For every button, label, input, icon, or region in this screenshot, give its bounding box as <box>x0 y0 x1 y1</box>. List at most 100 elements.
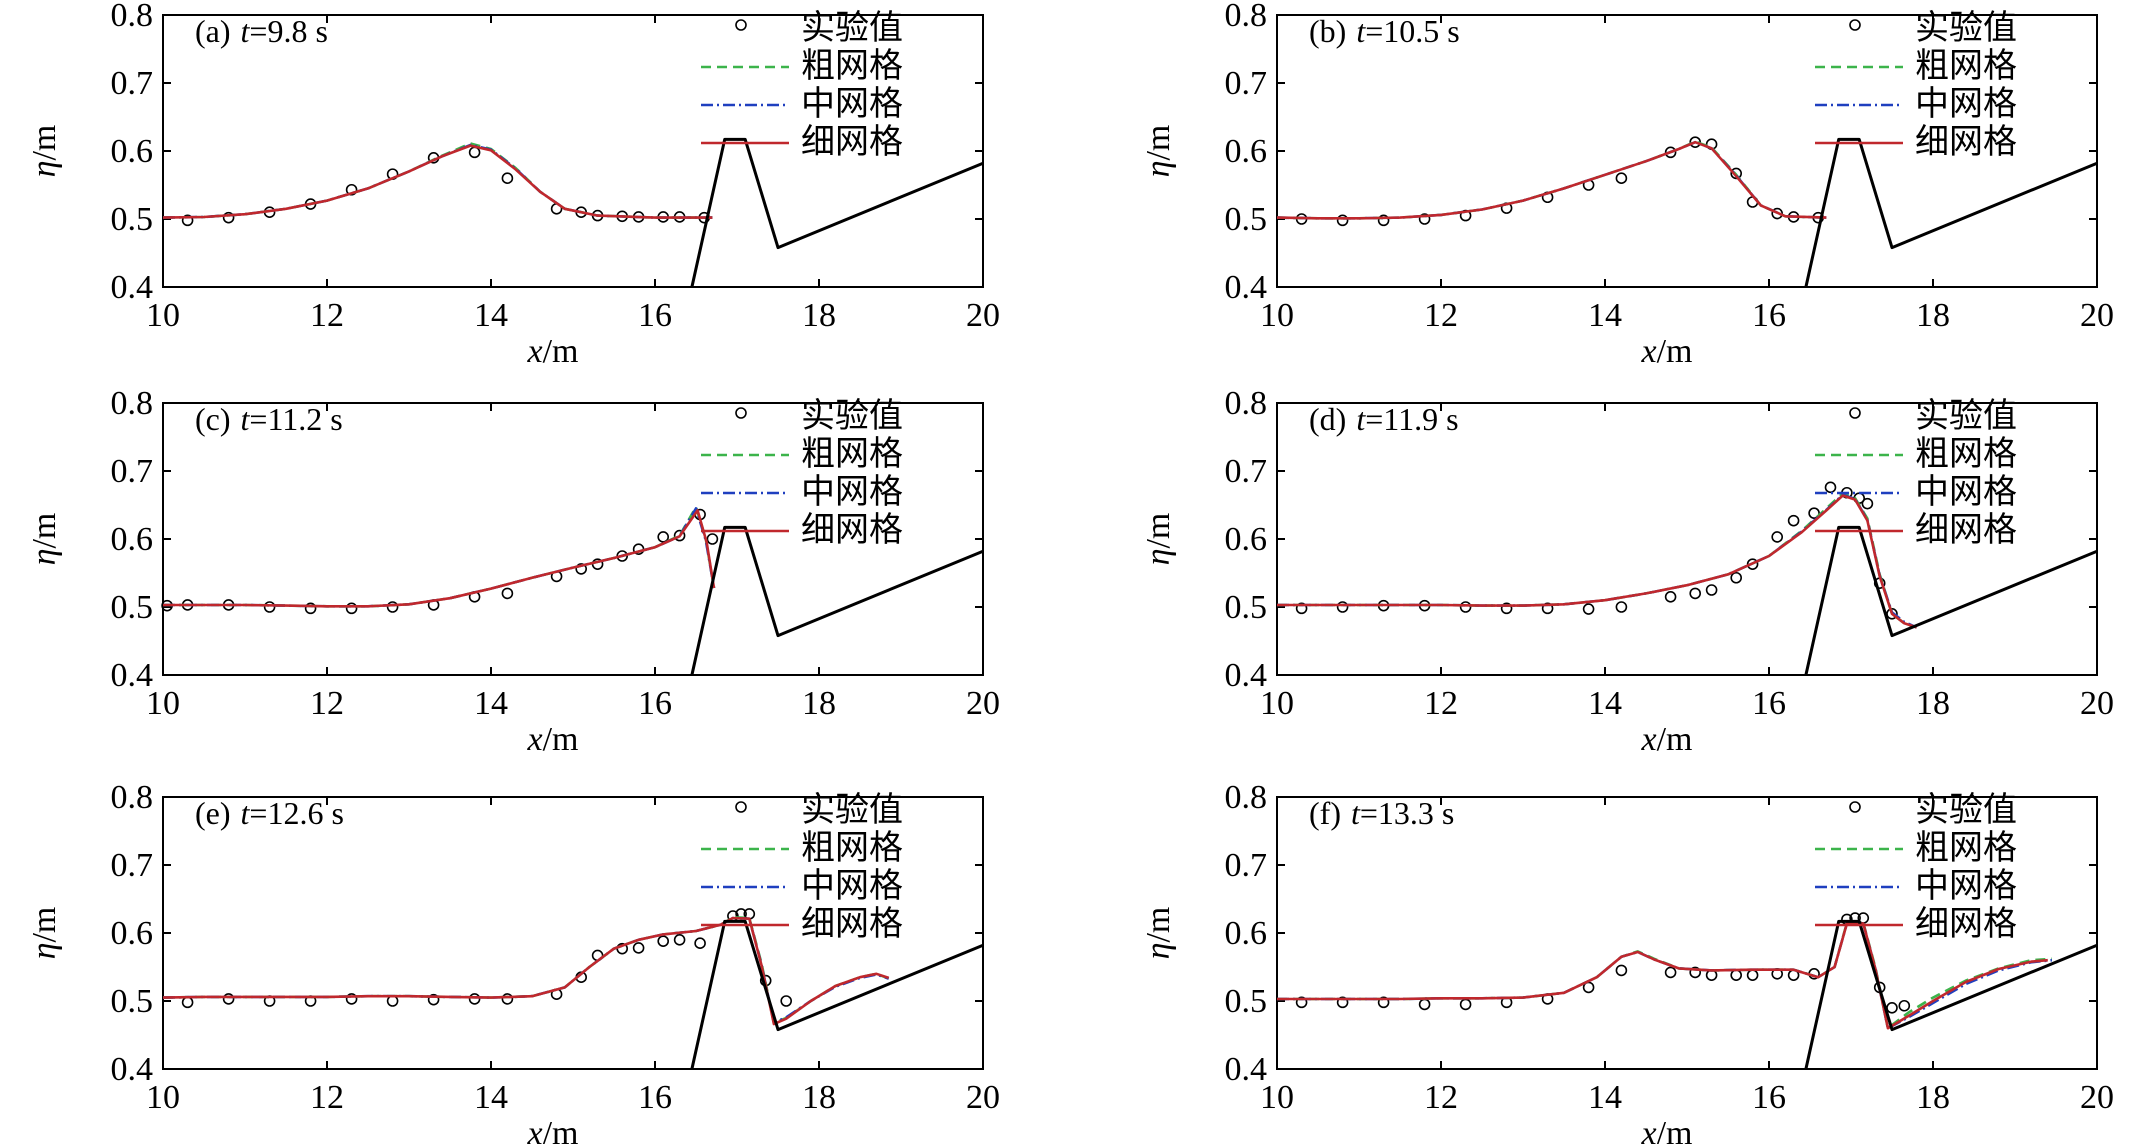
legend-label: 细网格 <box>1915 904 2017 944</box>
experiment-marker <box>1886 607 1898 620</box>
experiment-marker <box>657 935 670 947</box>
legend-label: 细网格 <box>801 122 903 162</box>
y-tick-label: 0.5 <box>1225 589 1268 626</box>
x-tick-label: 20 <box>2080 1079 2114 1116</box>
panel-title-equals: = <box>249 13 267 49</box>
panel-title-equals: = <box>1360 795 1378 831</box>
legend-label: 细网格 <box>1915 510 2017 550</box>
experiment-marker <box>1582 603 1595 615</box>
panel-title-prefix: (b) <box>1309 13 1346 49</box>
y-axis-label: η/m <box>26 125 63 178</box>
x-tick-label: 12 <box>310 1079 344 1116</box>
y-tick-label: 0.6 <box>111 915 154 952</box>
x-tick-label: 14 <box>1588 297 1622 334</box>
panel-title-time-symbol: t <box>1356 13 1366 49</box>
x-axis-label: x/m <box>1641 1115 1693 1144</box>
structure-profile-line <box>1804 525 2098 676</box>
x-tick-label: 12 <box>310 297 344 334</box>
y-axis-unit: /m <box>1140 907 1177 943</box>
coarse-grid-line <box>1276 140 1827 220</box>
y-tick-label: 0.6 <box>1225 133 1268 170</box>
y-tick-label: 0.4 <box>111 1051 154 1088</box>
y-tick-label: 0.4 <box>1225 1051 1268 1088</box>
medium-grid-line <box>163 507 716 608</box>
panel-title: (d) t=11.9 s <box>1309 401 1459 437</box>
x-tick-label: 14 <box>474 1079 508 1116</box>
legend-label: 粗网格 <box>1915 434 2017 474</box>
coarse-grid-line <box>162 916 890 1025</box>
experiment-marker <box>706 533 719 545</box>
x-tick-label: 20 <box>2080 297 2114 334</box>
y-tick-label: 0.6 <box>1225 915 1268 952</box>
panel-title: (c) t=11.2 s <box>195 401 343 437</box>
experiment-marker <box>468 993 481 1005</box>
legend-marker-experiment <box>735 407 747 419</box>
y-axis-label: η/m <box>1140 907 1177 960</box>
experiment-marker <box>345 602 358 615</box>
experiment-marker <box>1824 481 1837 494</box>
experiment-marker <box>657 531 670 543</box>
panel-title-prefix: (f) <box>1309 795 1341 831</box>
x-axis-unit: /m <box>1657 721 1693 758</box>
panel-title: (f) t=13.3 s <box>1309 795 1454 831</box>
legend-marker-experiment <box>1849 801 1861 813</box>
y-axis-unit: /m <box>1140 513 1177 549</box>
x-axis-label: x/m <box>1641 721 1693 758</box>
legend-label: 细网格 <box>801 904 903 944</box>
legend-label: 中网格 <box>801 866 903 906</box>
x-tick-label: 16 <box>638 297 672 334</box>
legend-label: 粗网格 <box>801 828 903 868</box>
experiment-marker <box>501 172 514 184</box>
panel-title-equals: = <box>249 795 267 831</box>
experiment-marker <box>501 587 514 600</box>
y-tick-label: 0.5 <box>1225 201 1268 238</box>
x-axis-unit: /m <box>543 721 579 758</box>
y-tick-label: 0.4 <box>1225 269 1268 306</box>
experiment-marker <box>1336 996 1349 1009</box>
x-tick-label: 20 <box>966 297 1000 334</box>
y-axis-label: η/m <box>26 513 63 566</box>
experiment-marker <box>1705 584 1718 596</box>
chart-panel-b: 10 12 14 16 18 200.40.50.60.70.8x/mη/m(b) t=10… <box>1140 0 2114 370</box>
panel-title-time-symbol: t <box>241 795 251 831</box>
legend-label: 中网格 <box>1915 866 2017 906</box>
panel-title-equals: = <box>1365 13 1383 49</box>
x-tick-label: 10 <box>146 685 180 722</box>
experiment-marker <box>694 937 706 950</box>
y-tick-label: 0.8 <box>111 0 154 34</box>
x-tick-label: 20 <box>2080 685 2114 722</box>
y-tick-label: 0.7 <box>111 453 154 490</box>
experiment-marker <box>1336 601 1349 613</box>
y-tick-label: 0.6 <box>1225 521 1268 558</box>
x-axis-unit: /m <box>1657 1115 1693 1144</box>
y-axis-unit: /m <box>1140 125 1177 161</box>
x-tick-label: 18 <box>1916 685 1950 722</box>
experiment-marker <box>1615 172 1628 184</box>
legend-label: 中网格 <box>801 472 903 512</box>
medium-grid-line <box>1276 140 1827 220</box>
x-tick-label: 14 <box>474 297 508 334</box>
experiment-marker <box>1730 969 1742 981</box>
x-axis-label: x/m <box>1641 333 1693 370</box>
chart-panel-f: 10 12 14 16 18 200.40.50.60.70.8x/mη/m(f) t=13… <box>1140 779 2114 1144</box>
y-tick-label: 0.7 <box>1225 453 1268 490</box>
legend-label: 中网格 <box>1915 84 2017 124</box>
legend-label: 中网格 <box>1915 472 2017 512</box>
y-tick-label: 0.6 <box>111 521 154 558</box>
panel-title-time-value: 9.8 s <box>267 13 327 49</box>
experiment-marker <box>1771 531 1783 543</box>
fine-grid-line <box>162 916 890 1026</box>
fine-grid-line <box>1277 922 2048 1030</box>
x-tick-label: 12 <box>1424 685 1458 722</box>
panel-title-prefix: (c) <box>195 401 231 437</box>
panel-title-prefix: (e) <box>195 795 231 831</box>
y-tick-label: 0.7 <box>111 847 154 884</box>
x-tick-label: 14 <box>1588 685 1622 722</box>
y-axis-variable: η <box>26 161 63 178</box>
y-tick-label: 0.4 <box>111 657 154 694</box>
experiment-marker <box>427 993 440 1006</box>
experiment-marker <box>1861 497 1874 510</box>
x-tick-label: 10 <box>1260 1079 1294 1116</box>
chart-panel-d: 10 12 14 16 18 200.40.50.60.70.8x/mη/m(d) t=11… <box>1140 385 2114 758</box>
experiment-marker <box>386 601 399 613</box>
